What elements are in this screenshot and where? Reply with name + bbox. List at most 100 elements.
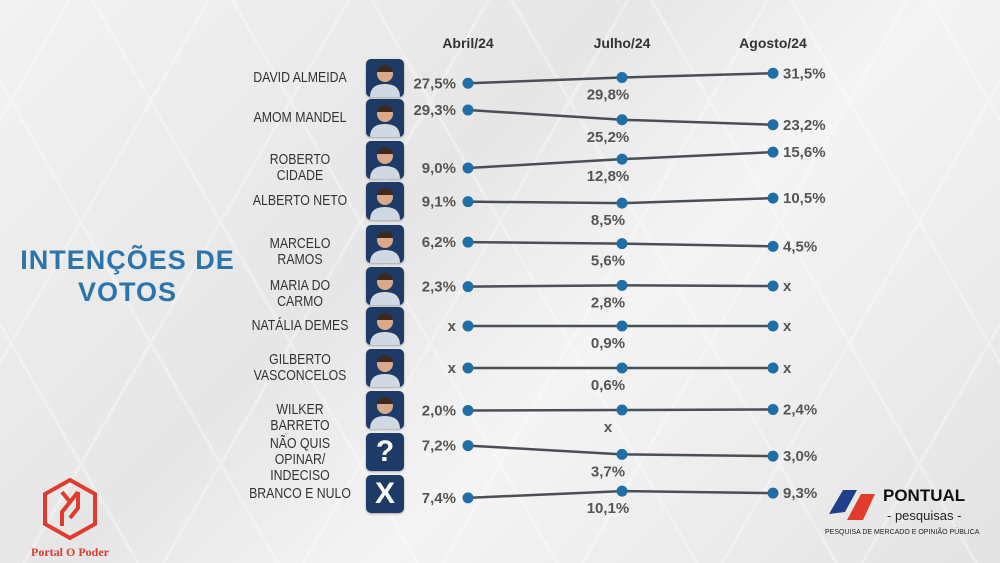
data-point xyxy=(767,320,779,332)
data-point xyxy=(462,281,474,293)
chart-title: INTENÇÕES DE VOTOS xyxy=(20,245,235,307)
person-icon xyxy=(370,313,400,345)
data-label: 2,0% xyxy=(422,403,456,420)
data-point xyxy=(767,146,779,158)
person-icon xyxy=(370,188,400,220)
data-label: 23,2% xyxy=(783,117,826,134)
candidate-photo xyxy=(366,267,404,305)
data-point xyxy=(462,492,474,504)
candidate-name: DAVID ALMEIDA xyxy=(253,69,347,86)
data-point xyxy=(767,240,779,252)
pontual-tagline: PESQUISA DE MERCADO E OPINIÃO PÚBLICA xyxy=(825,529,980,536)
data-label: 2,8% xyxy=(591,294,625,311)
candidate-name: WILKER BARRETO xyxy=(270,401,330,434)
data-label: 4,5% xyxy=(783,238,817,255)
data-point xyxy=(767,487,779,499)
data-label: x xyxy=(448,318,457,335)
candidate-photo xyxy=(366,182,404,220)
data-point xyxy=(462,236,474,248)
data-label: 2,3% xyxy=(422,279,456,296)
candidate-name: BRANCO E NULO xyxy=(249,485,351,502)
data-label: x xyxy=(783,360,792,377)
candidate-name: MARIA DO CARMO xyxy=(269,277,331,310)
data-label: 15,6% xyxy=(783,144,826,161)
pontual-title: PONTUAL xyxy=(883,486,966,505)
data-point xyxy=(767,119,779,131)
data-label: 29,3% xyxy=(413,102,456,119)
data-point xyxy=(616,320,628,332)
data-label: 9,0% xyxy=(422,160,456,177)
candidate-name: MARCELO RAMOS xyxy=(269,235,331,268)
data-label: 12,8% xyxy=(587,168,630,185)
candidate-name: ALBERTO NETO xyxy=(252,192,348,209)
data-label: 5,6% xyxy=(591,253,625,270)
data-label: 10,1% xyxy=(587,500,630,517)
symbol-badge: X xyxy=(366,475,404,513)
data-label: 2,4% xyxy=(783,402,817,419)
data-label: 25,2% xyxy=(587,129,630,146)
symbol-badge: ? xyxy=(366,433,404,471)
candidate-photo xyxy=(366,59,404,97)
candidate-name: AMOM MANDEL xyxy=(253,109,347,126)
data-point xyxy=(767,67,779,79)
data-label: 7,2% xyxy=(422,438,456,455)
data-point xyxy=(616,448,628,460)
period-header-1: Julho/24 xyxy=(593,35,651,51)
data-point xyxy=(616,404,628,416)
data-point xyxy=(767,450,779,462)
data-label: 29,8% xyxy=(587,87,630,104)
data-point xyxy=(616,72,628,83)
person-icon xyxy=(370,273,400,305)
data-point xyxy=(767,280,779,292)
data-point xyxy=(462,440,474,452)
portal-logo-caption: Portal O Poder xyxy=(31,545,109,559)
data-label: x xyxy=(783,278,792,295)
data-label: 9,1% xyxy=(422,194,456,211)
data-point xyxy=(616,197,628,209)
data-label: 3,7% xyxy=(591,463,625,480)
data-label: 9,3% xyxy=(783,485,817,502)
data-point xyxy=(462,104,474,116)
data-point xyxy=(616,485,628,497)
person-icon xyxy=(370,397,400,429)
data-label: 0,6% xyxy=(591,377,625,394)
candidate-photo xyxy=(366,225,404,263)
data-label: 3,0% xyxy=(783,448,817,465)
portal-logo-icon xyxy=(43,477,97,541)
candidate-name: NÃO QUIS OPINAR/ INDECISO xyxy=(269,435,331,484)
person-icon xyxy=(370,147,400,179)
data-point xyxy=(767,404,779,415)
data-point xyxy=(462,77,474,89)
data-point xyxy=(462,320,474,332)
period-header-2: Agosto/24 xyxy=(739,35,807,51)
pontual-subtitle: - pesquisas - xyxy=(887,508,962,523)
data-point xyxy=(462,162,474,174)
data-point xyxy=(767,192,779,204)
candidate-name: NATÁLIA DEMES xyxy=(251,317,349,334)
data-label: 0,9% xyxy=(591,335,625,352)
person-icon xyxy=(370,105,400,137)
data-point xyxy=(767,362,779,374)
portal-o-poder-logo: Portal O Poder xyxy=(30,477,110,560)
person-icon xyxy=(370,65,400,97)
person-icon xyxy=(370,355,400,387)
data-point xyxy=(616,153,628,165)
data-label: x xyxy=(783,318,792,335)
data-label: 27,5% xyxy=(413,75,456,92)
data-label: 10,5% xyxy=(783,190,826,207)
candidate-photo xyxy=(366,391,404,429)
data-point xyxy=(462,362,474,374)
data-point xyxy=(616,238,628,250)
person-icon xyxy=(370,231,400,263)
data-point xyxy=(462,405,474,416)
data-label: 8,5% xyxy=(591,212,625,229)
period-header-0: Abril/24 xyxy=(442,35,494,51)
data-label: 6,2% xyxy=(422,234,456,251)
candidate-photo xyxy=(366,307,404,345)
data-label: x xyxy=(604,419,613,436)
data-point xyxy=(616,279,628,291)
data-point xyxy=(616,362,628,374)
data-label: 7,4% xyxy=(422,490,456,507)
